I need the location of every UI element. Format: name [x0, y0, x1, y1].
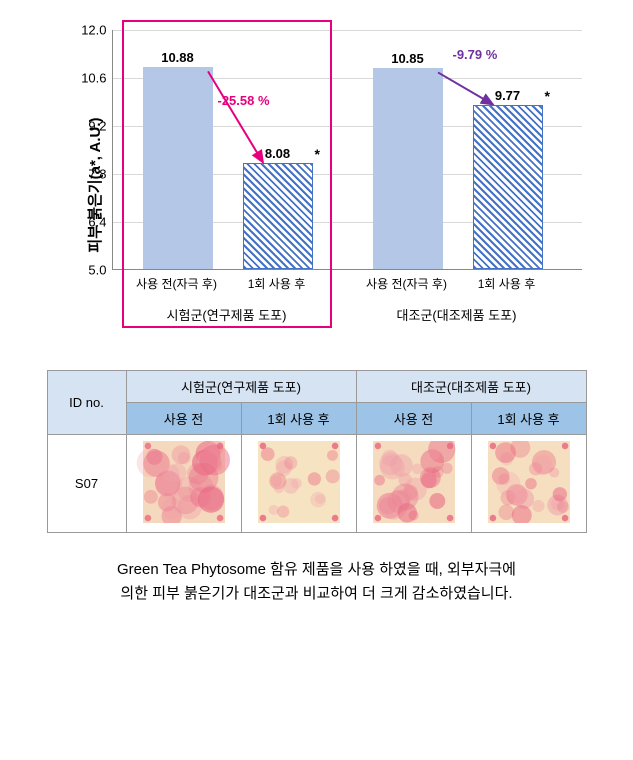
bar [473, 105, 543, 269]
pct-change-label: -9.79 % [453, 47, 498, 62]
results-table: ID no. 시험군(연구제품 도포) 대조군(대조제품 도포) 사용 전 1회… [47, 370, 587, 533]
bar [373, 68, 443, 269]
sub-header: 사용 전 [126, 403, 241, 435]
skin-image-cell [471, 435, 586, 533]
y-tick-label: 10.6 [77, 71, 107, 86]
plot-area: 10.888.08*-25.58 % 10.859.77*-9.79 % [112, 30, 582, 270]
x-group-label: 시험군(연구제품 도포) [142, 305, 312, 324]
y-tick-label: 9.2 [77, 119, 107, 134]
sub-header: 1회 사용 후 [471, 403, 586, 435]
x-tick-label: 사용 전(자극 후) [362, 275, 452, 292]
x-tick-label: 사용 전(자극 후) [132, 275, 222, 292]
bar-chart: 피부 붉은기(a*, A.U.) 5.0 6.4 7.8 9.2 10.6 12.0 10… [37, 20, 597, 350]
caption-line: 의한 피부 붉은기가 대조군과 비교하여 더 크게 감소하였습니다. [120, 585, 512, 602]
sub-header: 사용 전 [356, 403, 471, 435]
skin-image-cell [241, 435, 356, 533]
bar-value-label: 10.88 [143, 50, 213, 68]
significance-asterisk: * [315, 146, 320, 162]
significance-asterisk: * [545, 88, 550, 104]
y-tick-label: 7.8 [77, 167, 107, 182]
bar [143, 67, 213, 269]
x-tick-label: 1회 사용 후 [462, 275, 552, 292]
x-group-label: 대조군(대조제품 도포) [372, 305, 542, 324]
skin-image-cell [126, 435, 241, 533]
grid-line [113, 30, 582, 31]
x-tick-label: 1회 사용 후 [232, 275, 322, 292]
row-id: S07 [47, 435, 126, 533]
y-tick-label: 5.0 [77, 263, 107, 278]
skin-image-cell [356, 435, 471, 533]
bar-value-label: 10.85 [373, 51, 443, 69]
id-header: ID no. [47, 371, 126, 435]
y-tick-label: 6.4 [77, 215, 107, 230]
bar-value-label: 8.08 [243, 146, 313, 164]
group-header-1: 시험군(연구제품 도포) [126, 371, 356, 403]
y-axis-label: 피부 붉은기(a*, A.U.) [84, 117, 105, 252]
caption: Green Tea Phytosome 함유 제품을 사용 하였을 때, 외부자… [57, 558, 577, 606]
group-header-2: 대조군(대조제품 도포) [356, 371, 586, 403]
y-tick-label: 12.0 [77, 23, 107, 38]
bar [243, 163, 313, 269]
pct-change-label: -25.58 % [218, 93, 270, 108]
bar-value-label: 9.77 [473, 88, 543, 106]
sub-header: 1회 사용 후 [241, 403, 356, 435]
caption-line: Green Tea Phytosome 함유 제품을 사용 하였을 때, 외부자… [117, 561, 516, 578]
